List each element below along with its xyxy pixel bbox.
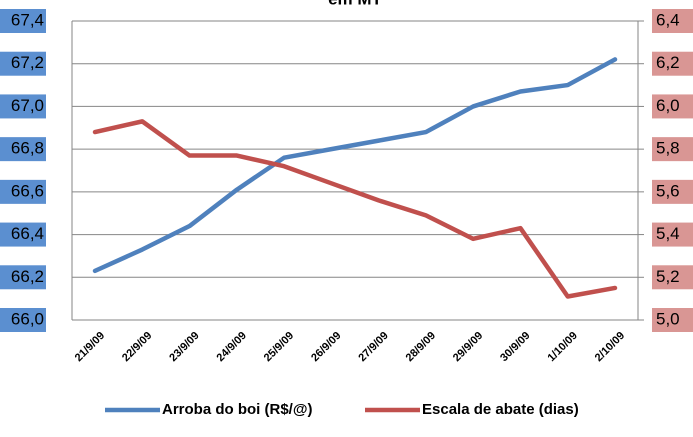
y-tick-label: 66,8 (11, 139, 44, 158)
series-line (92, 57, 618, 274)
series-line (92, 119, 618, 299)
y-tick-label: 67,2 (11, 53, 44, 72)
x-tick-label: 28/9/09 (404, 330, 438, 364)
chart-title: em MT (328, 0, 382, 8)
y2-tick-label: 6,0 (656, 96, 680, 115)
x-tick-label: 2/10/09 (593, 330, 627, 364)
y2-tick-bg (652, 308, 693, 332)
x-tick-label: 21/9/09 (73, 330, 107, 364)
y2-tick-label: 6,2 (656, 53, 680, 72)
y-tick-bg (0, 308, 46, 332)
y-tick-bg (0, 51, 46, 76)
y2-tick-bg (652, 94, 693, 119)
y2-tick-bg (652, 137, 693, 162)
y2-tick-label: 6,4 (656, 10, 680, 29)
y2-tick-bg (652, 265, 693, 290)
y-tick-bg (0, 9, 46, 33)
legend-label: Arroba do boi (R$/@) (162, 401, 312, 418)
x-tick-label: 29/9/09 (451, 330, 485, 364)
x-tick-label: 25/9/09 (262, 330, 296, 364)
y2-tick-label: 5,6 (656, 181, 680, 200)
y2-tick-label: 5,8 (656, 139, 680, 158)
y2-tick-bg (652, 9, 693, 33)
x-tick-label: 22/9/09 (120, 330, 154, 364)
y-tick-label: 66,6 (11, 181, 44, 200)
x-tick-label: 30/9/09 (498, 330, 532, 364)
x-tick-label: 27/9/09 (356, 330, 390, 364)
y2-tick-bg (652, 179, 693, 204)
y-tick-bg (0, 179, 46, 204)
legend-label: Escala de abate (dias) (422, 401, 579, 418)
y-tick-label: 66,2 (11, 267, 44, 286)
x-tick-label: 23/9/09 (167, 330, 201, 364)
x-tick-label: 26/9/09 (309, 330, 343, 364)
y-tick-bg (0, 137, 46, 162)
y-tick-label: 66,4 (11, 224, 44, 243)
y-tick-bg (0, 222, 46, 247)
y2-tick-label: 5,2 (656, 267, 680, 286)
y-tick-label: 66,0 (11, 309, 44, 328)
y2-tick-bg (652, 51, 693, 76)
x-tick-label: 24/9/09 (215, 330, 249, 364)
x-tick-label: 1/10/09 (545, 330, 579, 364)
y-tick-label: 67,0 (11, 96, 44, 115)
y-tick-label: 67,4 (11, 10, 44, 29)
y-tick-bg (0, 265, 46, 290)
y2-tick-bg (652, 222, 693, 247)
y2-tick-label: 5,0 (656, 309, 680, 328)
y2-tick-label: 5,4 (656, 224, 680, 243)
y-tick-bg (0, 94, 46, 119)
